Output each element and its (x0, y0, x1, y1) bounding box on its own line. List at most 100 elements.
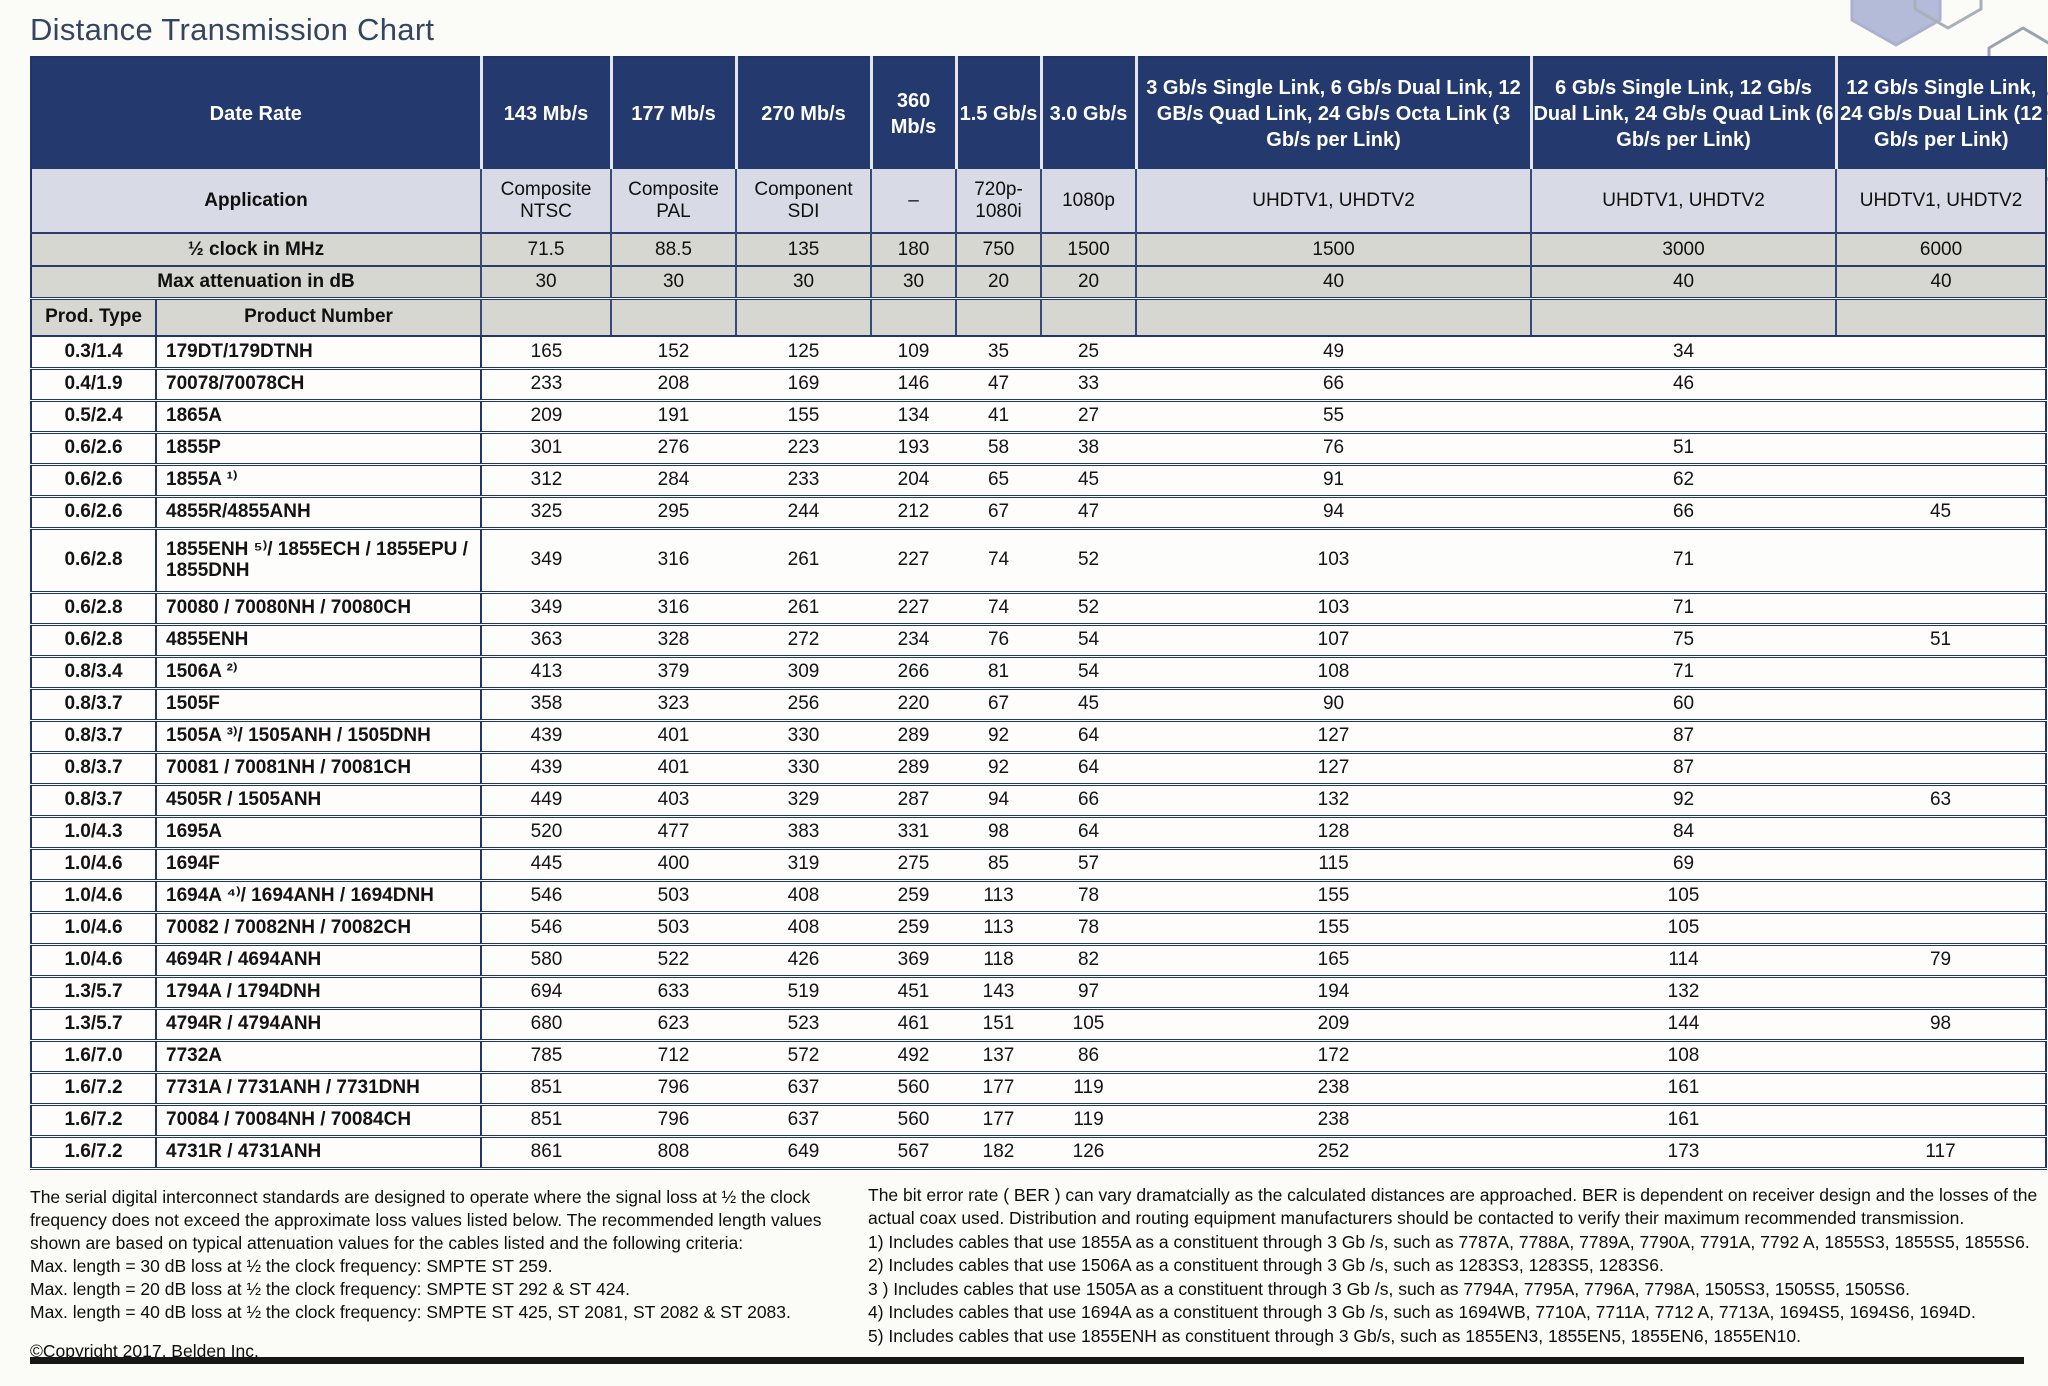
product-number-cell: 1855ENH ⁵⁾/ 1855ECH / 1855EPU / 1855DNH (156, 528, 483, 594)
value-cell (1836, 976, 2047, 1010)
value-cell: 244 (736, 496, 872, 530)
prod-type-cell: 1.6/7.2 (31, 1072, 157, 1106)
value-cell: 66 (1531, 496, 1837, 530)
value-cell (1836, 1104, 2047, 1138)
value-cell: 137 (956, 1040, 1042, 1074)
value-cell: 152 (611, 336, 737, 370)
value-cell: 223 (736, 432, 872, 466)
application-cell: UHDTV1, UHDTV2 (1135, 169, 1532, 233)
prod-type-cell: 1.6/7.2 (31, 1136, 157, 1170)
value-cell: 633 (611, 976, 737, 1010)
half-clock-cell: 180 (870, 232, 957, 266)
application-cell: Component SDI (735, 169, 872, 233)
value-cell: 275 (871, 848, 957, 882)
value-cell: 105 (1531, 912, 1837, 946)
value-cell: 58 (956, 432, 1042, 466)
application-cell: 1080p (1040, 169, 1137, 233)
half-clock-cell: 71.5 (480, 232, 612, 266)
value-cell: 312 (481, 464, 612, 498)
value-cell (1836, 592, 2047, 626)
product-number-cell: 1855A ¹⁾ (156, 464, 483, 498)
value-cell: 177 (956, 1072, 1042, 1106)
value-cell (1836, 464, 2047, 498)
value-cell: 546 (481, 912, 612, 946)
bottom-rule (30, 1357, 2024, 1364)
value-cell: 208 (611, 368, 737, 402)
value-cell: 113 (956, 912, 1042, 946)
value-cell: 51 (1531, 432, 1837, 466)
product-number-cell: 1505F (156, 688, 483, 722)
value-cell: 69 (1531, 848, 1837, 882)
value-cell: 64 (1041, 816, 1137, 850)
spacer-cell (1835, 296, 2047, 337)
table-row: 1.6/7.2 7731A / 7731ANH / 7731DNH 851 796 63… (31, 1072, 2047, 1106)
value-cell: 400 (611, 848, 737, 882)
half-clock-cell: 3000 (1530, 232, 1837, 266)
product-number-cell: 4855R/4855ANH (156, 496, 483, 530)
table-row: 0.3/1.4 179DT/179DTNH 165 152 125 109 35 25 49 34 (31, 336, 2047, 370)
spacer-cell (870, 296, 957, 337)
value-cell: 74 (956, 528, 1042, 594)
value-cell: 580 (481, 944, 612, 978)
value-cell: 546 (481, 880, 612, 914)
product-number-cell: 1855P (156, 432, 483, 466)
value-cell: 449 (481, 784, 612, 818)
value-cell: 204 (871, 464, 957, 498)
table-row: 1.6/7.0 7732A 785 712 572 492 137 86 172 108 (31, 1040, 2047, 1074)
table-row: 0.6/2.6 1855P 301 276 223 193 58 38 76 51 (31, 432, 2047, 466)
value-cell: 379 (611, 656, 737, 690)
prod-type-cell: 1.0/4.6 (31, 944, 157, 978)
product-number-cell: 4694R / 4694ANH (156, 944, 483, 978)
value-cell: 27 (1041, 400, 1137, 434)
value-cell: 861 (481, 1136, 612, 1170)
product-number-cell: 7732A (156, 1040, 483, 1074)
value-cell: 194 (1136, 976, 1532, 1010)
value-cell: 65 (956, 464, 1042, 498)
value-cell: 808 (611, 1136, 737, 1170)
prod-type-cell: 1.0/4.6 (31, 848, 157, 882)
table-row: 1.6/7.2 4731R / 4731ANH 861 808 649 567 182 126… (31, 1136, 2047, 1170)
product-number-cell: 4794R / 4794ANH (156, 1008, 483, 1042)
spacer-cell (1040, 296, 1137, 337)
prod-type-cell: 0.8/3.7 (31, 720, 157, 754)
value-cell: 54 (1041, 624, 1137, 658)
value-cell: 108 (1136, 656, 1532, 690)
footnote: 3 ) Includes cables that use 1505A as a … (868, 1278, 1910, 1299)
half-clock-cell: 6000 (1835, 232, 2047, 266)
data-rate-header-cell: 1.5 Gb/s (954, 57, 1042, 169)
table-row: 0.6/2.6 1855A ¹⁾ 312 284 233 204 65 45 91 62 (31, 464, 2047, 498)
value-cell: 252 (1136, 1136, 1532, 1170)
value-cell: 81 (956, 656, 1042, 690)
table-row: 1.0/4.6 70082 / 70082NH / 70082CH 546 503 40… (31, 912, 2047, 946)
prod-type-cell: 0.3/1.4 (31, 336, 157, 370)
half-clock-cell: 88.5 (610, 232, 737, 266)
value-cell: 155 (736, 400, 872, 434)
value-cell (1836, 816, 2047, 850)
prod-type-cell: 1.0/4.3 (31, 816, 157, 850)
value-cell (1836, 656, 2047, 690)
value-cell: 173 (1531, 1136, 1837, 1170)
value-cell (1836, 368, 2047, 402)
prod-type-cell: 1.6/7.0 (31, 1040, 157, 1074)
value-cell: 680 (481, 1008, 612, 1042)
value-cell: 87 (1531, 752, 1837, 786)
value-cell: 105 (1531, 880, 1837, 914)
footnote: 4) Includes cables that use 1694A as a c… (868, 1302, 1976, 1323)
value-cell: 169 (736, 368, 872, 402)
prod-type-cell: 0.4/1.9 (31, 368, 157, 402)
table-row: 1.0/4.6 4694R / 4694ANH 580 522 426 369 118 82 1… (31, 944, 2047, 978)
value-cell: 90 (1136, 688, 1532, 722)
data-rate-header-cell: 12 Gb/s Single Link, 24 Gb/s Dual Link (… (1834, 57, 2047, 169)
value-cell: 694 (481, 976, 612, 1010)
value-cell: 76 (1136, 432, 1532, 466)
value-cell: 105 (1041, 1008, 1137, 1042)
max-attenuation-label: Max attenuation in dB (31, 265, 482, 298)
header-row-max-attenuation: Max attenuation in dB 30 30 30 30 20 20 40 40 40 (31, 265, 2047, 298)
value-cell: 66 (1136, 368, 1532, 402)
value-cell: 177 (956, 1104, 1042, 1138)
value-cell: 301 (481, 432, 612, 466)
value-cell: 33 (1041, 368, 1137, 402)
value-cell: 85 (956, 848, 1042, 882)
value-cell: 64 (1041, 720, 1137, 754)
